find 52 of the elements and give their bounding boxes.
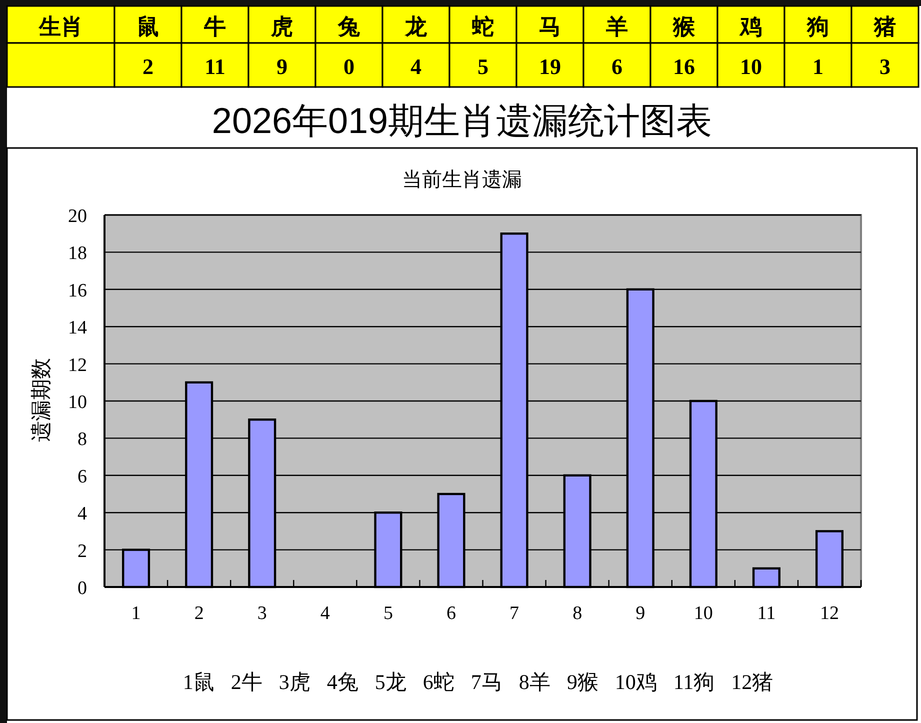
x-tick-label: 7 bbox=[510, 603, 520, 624]
y-tick-label: 10 bbox=[68, 392, 87, 413]
y-tick-label: 2 bbox=[78, 540, 87, 562]
x-tick-label: 3 bbox=[257, 603, 267, 624]
y-tick-label: 14 bbox=[68, 318, 88, 339]
x-tick-label: 9 bbox=[636, 603, 646, 624]
category-label: 羊 bbox=[605, 14, 628, 39]
data-label: 9 bbox=[276, 54, 288, 79]
category-label: 虎 bbox=[270, 14, 293, 39]
category-label: 猴 bbox=[672, 14, 696, 39]
y-tick-label: 12 bbox=[68, 354, 87, 376]
y-tick-label: 8 bbox=[78, 429, 87, 450]
category-label: 鼠 bbox=[137, 14, 159, 39]
y-tick-label: 4 bbox=[78, 504, 88, 525]
y-tick-label: 0 bbox=[78, 578, 87, 599]
category-label: 鸡 bbox=[739, 14, 762, 39]
x-tick-label: 6 bbox=[446, 603, 456, 624]
y-axis-title: 遗漏期数 bbox=[29, 358, 53, 442]
data-label: 5 bbox=[478, 54, 488, 79]
data-label: 11 bbox=[204, 54, 226, 79]
data-label: 1 bbox=[812, 54, 824, 79]
category-label: 龙 bbox=[404, 14, 428, 39]
x-tick-label: 5 bbox=[383, 603, 393, 624]
data-label: 2 bbox=[142, 54, 154, 79]
x-tick-label: 2 bbox=[194, 603, 204, 624]
x-tick-label: 11 bbox=[757, 603, 776, 624]
y-tick-label: 18 bbox=[68, 243, 87, 264]
x-tick-label: 8 bbox=[572, 603, 582, 624]
y-tick-label: 6 bbox=[78, 466, 87, 488]
x-tick-label: 4 bbox=[320, 603, 330, 624]
category-label: 马 bbox=[539, 14, 561, 39]
category-label: 猪 bbox=[873, 14, 896, 39]
x-tick-label: 10 bbox=[694, 603, 713, 624]
category-label: 狗 bbox=[806, 14, 829, 39]
x-tick-label: 1 bbox=[131, 603, 141, 624]
data-label: 6 bbox=[612, 54, 622, 79]
category-label: 牛 bbox=[203, 14, 226, 39]
data-label: 10 bbox=[740, 54, 762, 79]
text: 1鼠 2牛 3虎 4兔 5龙 6蛇 7马 8羊 9猴 10鸡 11狗 12猪 bbox=[182, 670, 774, 694]
x-tick-label: 12 bbox=[820, 603, 839, 624]
data-label: 0 bbox=[344, 54, 354, 79]
data-label: 19 bbox=[539, 54, 561, 79]
data-label: 3 bbox=[880, 54, 890, 79]
y-tick-label: 20 bbox=[68, 206, 87, 227]
chart-title: 2026年019期生肖遗漏统计图表 bbox=[212, 100, 712, 141]
text: 生肖 bbox=[38, 14, 83, 39]
chart-subtitle: 当前生肖遗漏 bbox=[402, 169, 522, 191]
y-tick-label: 16 bbox=[68, 280, 87, 302]
data-label: 4 bbox=[410, 54, 422, 79]
category-label: 兔 bbox=[337, 14, 360, 39]
category-label: 蛇 bbox=[471, 14, 494, 39]
data-label: 16 bbox=[673, 54, 695, 79]
